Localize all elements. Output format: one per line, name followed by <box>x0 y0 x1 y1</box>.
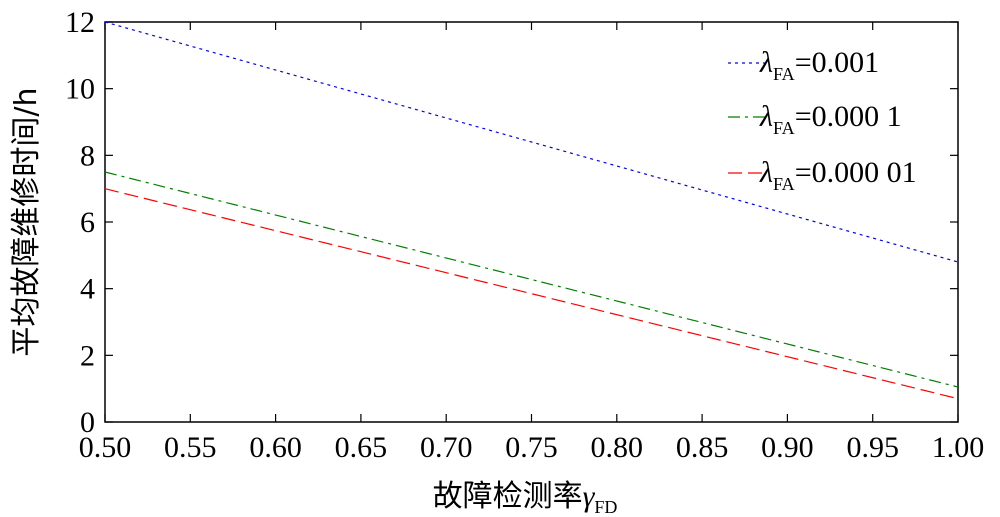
legend-entry-0: λFA=0.001 <box>759 46 879 84</box>
legend-entry-2: λFA=0.000 01 <box>759 156 917 194</box>
y-tick-label: 2 <box>80 339 95 372</box>
x-tick-label: 0.70 <box>420 431 473 464</box>
y-tick-label: 6 <box>80 206 95 239</box>
y-tick-label: 12 <box>65 6 95 39</box>
y-tick-label: 0 <box>80 406 95 439</box>
series-line-0 <box>104 21 959 263</box>
legend-value: =0.000 1 <box>795 100 902 133</box>
x-tick-label: 0.85 <box>676 431 729 464</box>
x-tick-label: 0.65 <box>335 431 388 464</box>
x-tick-label: 0.75 <box>505 431 558 464</box>
legend-symbol: λ <box>759 46 773 79</box>
x-tick-label: 0.80 <box>591 431 644 464</box>
x-axis-title-symbol: γ <box>583 480 596 513</box>
plot-frame <box>104 21 959 423</box>
x-tick-label: 0.90 <box>761 431 814 464</box>
x-tick-label: 0.50 <box>79 431 132 464</box>
x-axis-title-subscript: FD <box>594 497 617 517</box>
x-axis-title-text: 故障检测率 <box>433 479 583 514</box>
x-tick-label: 1.00 <box>932 431 985 464</box>
y-axis-title: 平均故障维修时间/h <box>9 87 44 356</box>
legend-subscript: FA <box>773 174 795 194</box>
legend-value: =0.000 01 <box>795 156 917 189</box>
series-lines <box>104 21 959 400</box>
legend-value: =0.001 <box>795 46 879 79</box>
y-tick-label: 10 <box>65 73 95 106</box>
series-line-1 <box>104 171 959 388</box>
legend-subscript: FA <box>773 118 795 138</box>
legend-subscript: FA <box>773 64 795 84</box>
y-tick-label: 4 <box>80 273 95 306</box>
y-tick-label: 8 <box>80 139 95 172</box>
ticks: 0.50 0.55 0.60 0.65 0.70 0.75 0.80 0.85 0.90 0.95… <box>65 6 984 464</box>
legend-symbol: λ <box>759 156 773 189</box>
x-tick-label: 0.55 <box>164 431 217 464</box>
legend-symbol: λ <box>759 100 773 133</box>
legend-entry-1: λFA=0.000 1 <box>759 100 902 138</box>
series-line-2 <box>104 188 959 400</box>
x-tick-label: 0.95 <box>846 431 899 464</box>
x-axis-title: 故障检测率γFD <box>433 479 618 517</box>
x-tick-label: 0.60 <box>249 431 302 464</box>
